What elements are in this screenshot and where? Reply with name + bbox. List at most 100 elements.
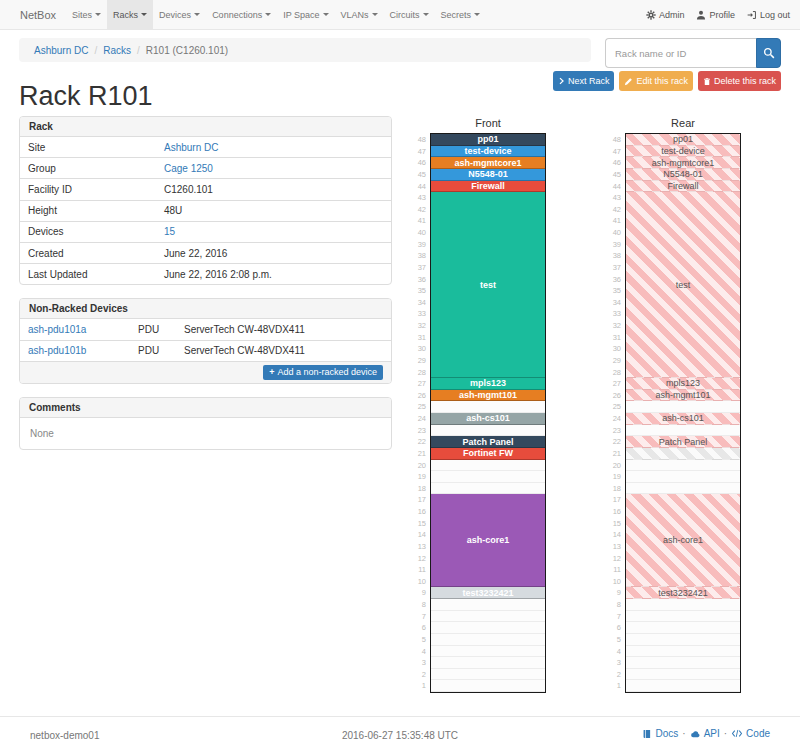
navbar: NetBox SitesRacksDevicesConnectionsIP Sp…: [0, 0, 800, 30]
nav-item-secrets[interactable]: Secrets: [435, 0, 487, 29]
rack-device-ash-cs101[interactable]: ash-cs101: [626, 413, 740, 425]
rack-device-test[interactable]: test: [431, 192, 545, 378]
rack-device-ash-core1[interactable]: ash-core1: [431, 494, 545, 587]
rack-device-ash-mgmtcore1[interactable]: ash-mgmtcore1: [626, 157, 740, 169]
nav-item-ip-space[interactable]: IP Space: [277, 0, 334, 29]
rack-device-test3232421[interactable]: test3232421: [431, 587, 545, 599]
unit-number: 18: [607, 483, 621, 495]
brand[interactable]: NetBox: [0, 0, 66, 29]
breadcrumb-item[interactable]: Ashburn DC: [34, 45, 88, 56]
nav-item-vlans[interactable]: VLANs: [335, 0, 384, 29]
empty-unit-slot[interactable]: [626, 471, 740, 483]
rack-device-firewall[interactable]: Firewall: [626, 181, 740, 193]
footer-link-code[interactable]: Code: [731, 728, 770, 739]
rack-device-ash-cs101[interactable]: ash-cs101: [431, 413, 545, 425]
breadcrumb-item[interactable]: Racks: [103, 45, 131, 56]
rack-attr-row: GroupCage 1250: [20, 158, 391, 179]
rack-device-mpls123[interactable]: mpls123: [626, 378, 740, 390]
unit-number: 37: [412, 262, 426, 274]
nav-item-profile[interactable]: Profile: [690, 0, 741, 29]
nav-item-connections[interactable]: Connections: [206, 0, 277, 29]
nav-item-sites[interactable]: Sites: [66, 0, 107, 29]
rack-device-firewall[interactable]: Firewall: [431, 181, 545, 193]
empty-unit-slot[interactable]: [431, 460, 545, 472]
rack-device-ash-core1[interactable]: ash-core1: [626, 494, 740, 587]
empty-unit-slot[interactable]: [626, 634, 740, 646]
empty-unit-slot[interactable]: [431, 599, 545, 611]
rack-device-patch-panel[interactable]: Patch Panel: [431, 436, 545, 448]
rack-device-ash-mgmt101[interactable]: ash-mgmt101: [431, 390, 545, 402]
nav-item-circuits[interactable]: Circuits: [384, 0, 435, 29]
search-button[interactable]: [756, 38, 781, 68]
empty-unit-slot[interactable]: [431, 622, 545, 634]
unit-number: 9: [412, 587, 426, 599]
empty-unit-slot[interactable]: [626, 646, 740, 658]
footer-link-api[interactable]: API: [690, 728, 720, 739]
unit-number: 8: [412, 599, 426, 611]
unit-number: 15: [412, 518, 426, 530]
edit-this-rack-button[interactable]: Edit this rack: [619, 71, 693, 91]
empty-unit-slot[interactable]: [626, 460, 740, 472]
empty-unit-slot[interactable]: [626, 483, 740, 495]
unit-number: 1: [607, 680, 621, 692]
rack-device-test-device[interactable]: test-device: [626, 146, 740, 158]
empty-unit-slot[interactable]: [626, 611, 740, 623]
device-link[interactable]: ash-pdu101b: [28, 345, 86, 356]
attr-value-link[interactable]: Cage 1250: [164, 163, 213, 174]
empty-unit-slot[interactable]: [431, 611, 545, 623]
rear-elevation-title: Rear: [625, 117, 741, 133]
empty-unit-slot[interactable]: [431, 646, 545, 658]
rack-device-pp01[interactable]: pp01: [626, 134, 740, 146]
nav-item-log-out[interactable]: Log out: [741, 0, 796, 29]
empty-unit-slot[interactable]: [431, 680, 545, 692]
empty-unit-slot[interactable]: [431, 657, 545, 669]
attr-value-link[interactable]: 15: [164, 226, 175, 237]
empty-unit-slot[interactable]: [431, 634, 545, 646]
empty-unit-slot[interactable]: [626, 425, 740, 437]
unit-number: 39: [412, 239, 426, 251]
empty-unit-slot[interactable]: [626, 622, 740, 634]
attr-value: 15: [156, 221, 391, 242]
empty-unit-slot[interactable]: [626, 599, 740, 611]
empty-unit-slot[interactable]: [431, 401, 545, 413]
rack-device-n5548-01[interactable]: N5548-01: [431, 169, 545, 181]
footer-link-docs[interactable]: Docs: [642, 728, 678, 739]
empty-unit-slot[interactable]: [626, 669, 740, 681]
unit-number: 41: [607, 215, 621, 227]
rack-device-pp01[interactable]: pp01: [431, 134, 545, 146]
delete-this-rack-button[interactable]: Delete this rack: [698, 71, 781, 91]
unit-number: 38: [412, 250, 426, 262]
rack-device-test-device[interactable]: test-device: [431, 146, 545, 158]
rack-device-mpls123[interactable]: mpls123: [431, 378, 545, 390]
rack-device-fortinet-fw[interactable]: Fortinet FW: [431, 448, 545, 460]
empty-unit-slot[interactable]: [431, 669, 545, 681]
empty-unit-slot[interactable]: [431, 425, 545, 437]
search-input[interactable]: [605, 38, 756, 68]
unit-number: 9: [607, 587, 621, 599]
rack-device-patch-panel[interactable]: Patch Panel: [626, 436, 740, 448]
nav-item-devices[interactable]: Devices: [153, 0, 206, 29]
device-link[interactable]: ash-pdu101a: [28, 324, 86, 335]
unit-number: 48: [412, 134, 426, 146]
attr-value-link[interactable]: Ashburn DC: [164, 142, 218, 153]
nonracked-panel: Non-Racked Devices ash-pdu101aPDUServerT…: [19, 298, 392, 383]
rack-device-test[interactable]: test: [626, 192, 740, 378]
empty-unit-slot[interactable]: [626, 680, 740, 692]
unit-number: 3: [412, 657, 426, 669]
empty-unit-slot[interactable]: [626, 657, 740, 669]
empty-unit-slot[interactable]: [431, 483, 545, 495]
rack-device-n5548-01[interactable]: N5548-01: [626, 169, 740, 181]
rack-device-test3232421[interactable]: test3232421: [626, 587, 740, 599]
rack-attr-row: Height48U: [20, 200, 391, 221]
add-nonracked-device-button[interactable]: +Add a non-racked device: [263, 365, 383, 380]
empty-unit-slot[interactable]: [431, 471, 545, 483]
next-rack-button[interactable]: Next Rack: [553, 71, 615, 91]
rack-device-ash-mgmt101[interactable]: ash-mgmt101: [626, 390, 740, 402]
comments-body: None: [20, 418, 391, 449]
unit-number: 4: [607, 646, 621, 658]
rack-device-ash-mgmtcore1[interactable]: ash-mgmtcore1: [431, 157, 545, 169]
rack-panel-title: Rack: [20, 117, 391, 137]
empty-unit-slot[interactable]: [626, 401, 740, 413]
nav-item-racks[interactable]: Racks: [107, 0, 153, 29]
nav-item-admin[interactable]: Admin: [640, 0, 691, 29]
